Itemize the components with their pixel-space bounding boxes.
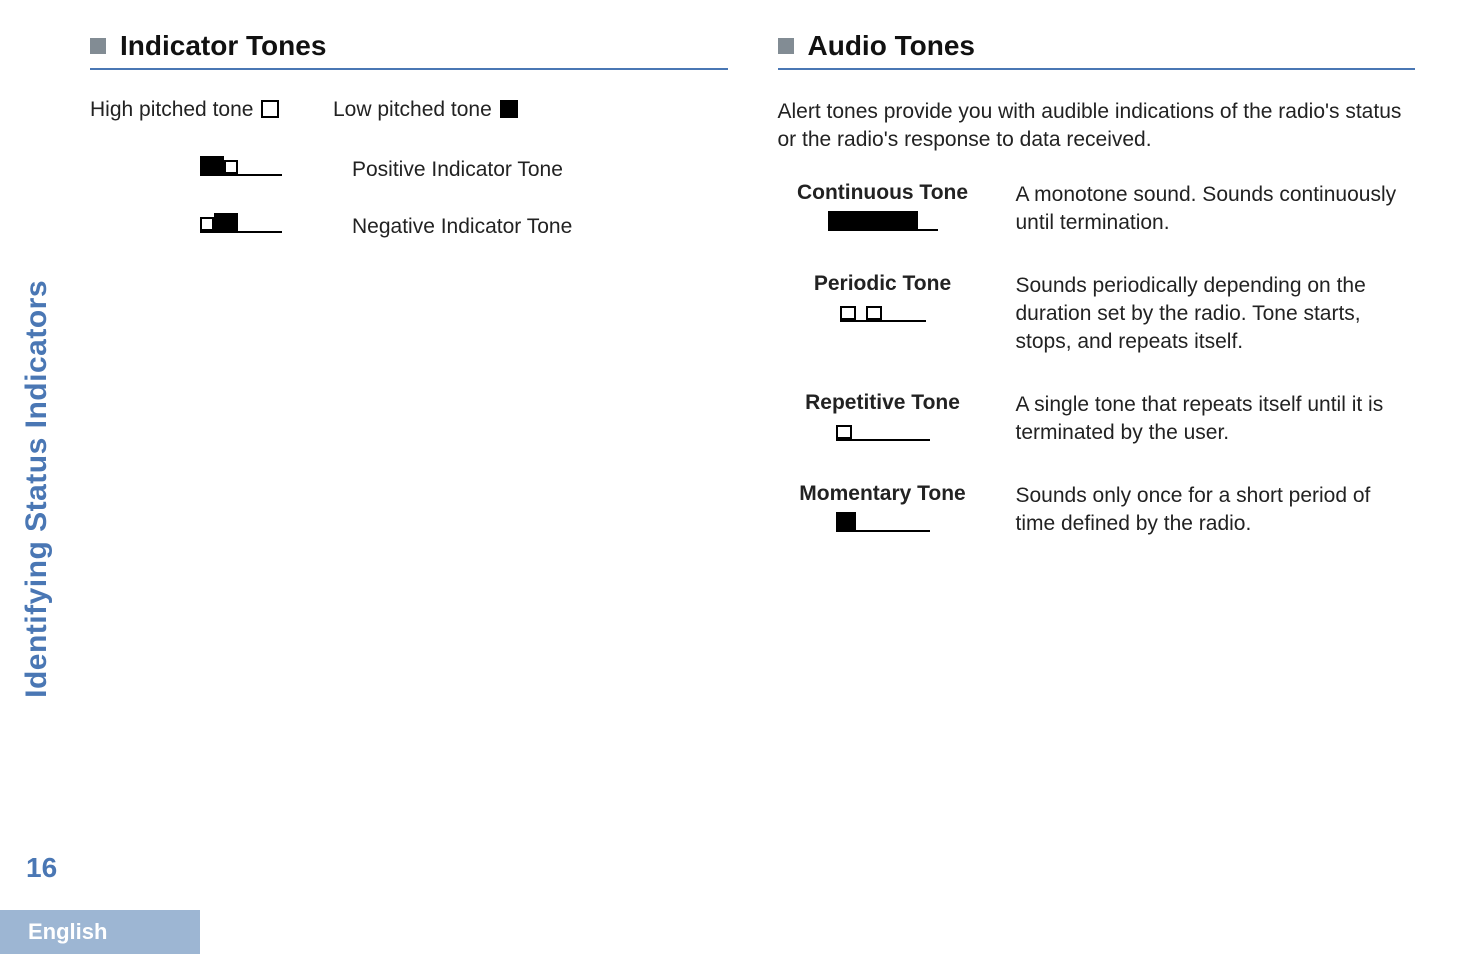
continuous-tone-label: Continuous Tone (778, 181, 988, 205)
language-tab: English (0, 910, 200, 954)
momentary-tone-row: Momentary Tone Sounds only once for a sh… (778, 482, 1416, 539)
page: Identifying Status Indicators 16 English… (0, 0, 1475, 954)
repetitive-tone-desc: A single tone that repeats itself until … (1016, 391, 1416, 448)
content-columns: Indicator Tones High pitched tone Low pi… (70, 30, 1415, 573)
section-head-indicator: Indicator Tones (90, 30, 728, 62)
positive-indicator-row: Positive Indicator Tone (90, 156, 728, 183)
heading-rule (778, 68, 1416, 70)
heading-rule (90, 68, 728, 70)
section-head-audio: Audio Tones (778, 30, 1416, 62)
periodic-tone-label: Periodic Tone (778, 272, 988, 296)
page-number: 16 (26, 852, 57, 884)
continuous-tone-row: Continuous Tone A monotone sound. Sounds… (778, 181, 1416, 238)
repetitive-tone-icon (836, 421, 930, 448)
continuous-tone-desc: A monotone sound. Sounds continuously un… (1016, 181, 1416, 238)
heading-audio-tones: Audio Tones (808, 30, 975, 62)
positive-indicator-label: Positive Indicator Tone (352, 158, 563, 182)
negative-indicator-icon (200, 213, 282, 240)
momentary-tone-icon (836, 512, 930, 539)
side-section-label: Identifying Status Indicators (20, 280, 54, 698)
audio-tones-intro: Alert tones provide you with audible ind… (778, 98, 1416, 155)
low-pitched-label: Low pitched tone (333, 98, 492, 121)
negative-indicator-row: Negative Indicator Tone (90, 213, 728, 240)
repetitive-tone-label: Repetitive Tone (778, 391, 988, 415)
pitch-legend: High pitched tone Low pitched tone (90, 98, 728, 122)
square-bullet-icon (90, 38, 106, 54)
periodic-tone-row: Periodic Tone Sounds periodically depend… (778, 272, 1416, 357)
momentary-tone-desc: Sounds only once for a short period of t… (1016, 482, 1416, 539)
right-column: Audio Tones Alert tones provide you with… (778, 30, 1416, 573)
periodic-tone-desc: Sounds periodically depending on the dur… (1016, 272, 1416, 357)
repetitive-tone-row: Repetitive Tone A single tone that repea… (778, 391, 1416, 448)
low-pitched-icon (500, 100, 518, 118)
continuous-tone-icon (828, 211, 938, 238)
square-bullet-icon (778, 38, 794, 54)
heading-indicator-tones: Indicator Tones (120, 30, 326, 62)
positive-indicator-icon (200, 156, 282, 183)
high-pitched-label: High pitched tone (90, 98, 253, 121)
momentary-tone-label: Momentary Tone (778, 482, 988, 506)
periodic-tone-icon (840, 302, 926, 329)
high-pitched-icon (261, 100, 279, 118)
left-column: Indicator Tones High pitched tone Low pi… (90, 30, 728, 573)
negative-indicator-label: Negative Indicator Tone (352, 215, 572, 239)
